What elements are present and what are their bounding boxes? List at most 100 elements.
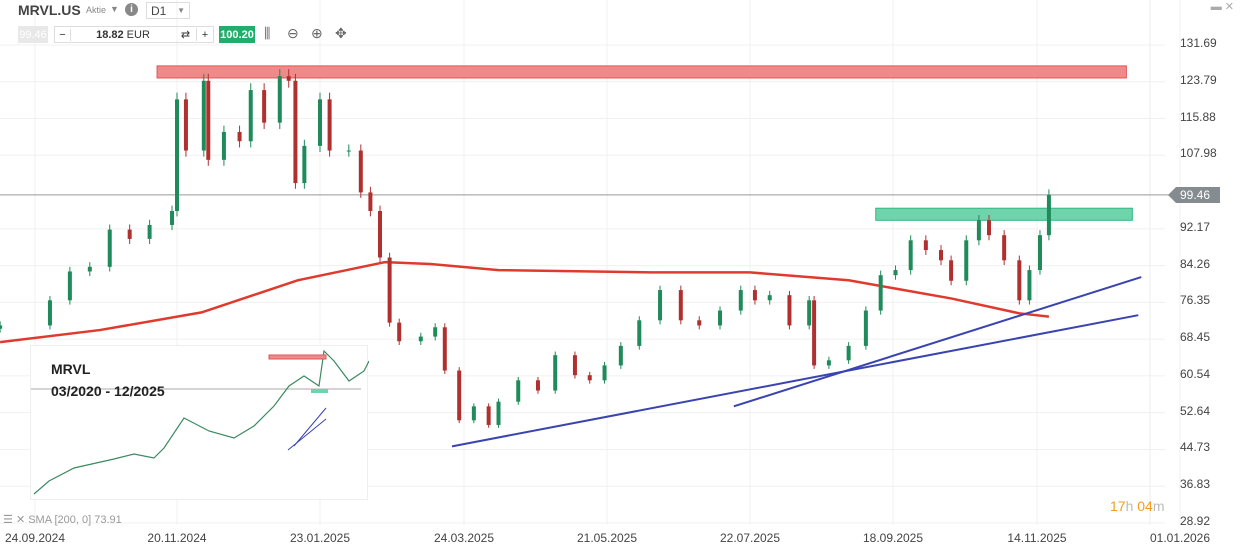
candle [237, 125, 242, 148]
candle-body [387, 257, 392, 323]
quantity-value: 18.82 [96, 28, 124, 41]
candle-body [846, 345, 851, 361]
x-tick-label: 14.11.2025 [1007, 531, 1067, 545]
remove-indicator-icon[interactable]: ✕ [15, 514, 26, 526]
countdown-hours-unit: h [1125, 498, 1134, 514]
candle [262, 83, 267, 130]
candle [277, 69, 282, 130]
instrument-type: Aktie [86, 5, 107, 15]
quantity-stepper[interactable]: − 18.82 EUR ⇄ + [54, 26, 214, 43]
minimize-icon[interactable]: ▬ [1210, 0, 1222, 13]
candle [939, 245, 943, 266]
symbol-dropdown-icon[interactable]: ▼ [110, 4, 119, 14]
candle [1037, 230, 1042, 275]
candle-body [863, 310, 868, 346]
x-tick-label: 18.09.2025 [862, 531, 924, 545]
candle [976, 215, 981, 246]
zoom-out-icon[interactable]: ⊖ [287, 25, 299, 41]
x-tick-label: 21.05.2025 [576, 531, 638, 545]
increase-button[interactable]: + [201, 28, 209, 41]
candle [602, 361, 607, 384]
timeframe-select[interactable]: D1 ▼ [146, 2, 190, 19]
candle [678, 285, 683, 325]
candle-body [535, 380, 540, 391]
candle-body [587, 375, 592, 381]
pan-icon[interactable]: ✥ [335, 25, 347, 41]
indicator-legend[interactable]: ☰ ✕ SMA [200, 0] 73.91 [3, 514, 122, 527]
window-controls[interactable]: ▬ ✕ [1210, 0, 1234, 14]
candle-body [1002, 235, 1007, 261]
candle [587, 371, 592, 384]
y-tick-label: 131.69 [1180, 36, 1217, 50]
candle [826, 356, 831, 369]
candle-body [572, 355, 577, 376]
candle [378, 205, 382, 263]
x-tick-label: 01.01.2026 [1149, 531, 1211, 545]
y-tick-label: 92.17 [1180, 219, 1211, 234]
buy-button[interactable]: 100.20 [219, 26, 255, 43]
candle [442, 323, 447, 374]
y-tick-label: 68.45 [1180, 330, 1211, 345]
y-tick-label: 107.98 [1180, 146, 1217, 161]
candle [553, 351, 558, 394]
candle-body [1037, 235, 1042, 271]
candle [718, 306, 723, 330]
countdown-minutes-unit: m [1152, 498, 1165, 514]
candle-body [175, 99, 179, 211]
candle [637, 316, 642, 350]
candle-body [170, 211, 175, 225]
candle-body [738, 290, 743, 311]
candle-body [923, 240, 928, 251]
candle-body [516, 380, 521, 402]
quantity-input[interactable]: 18.82 EUR [71, 29, 175, 41]
indicator-settings-icon[interactable]: ☰ [3, 514, 13, 526]
candle-body [553, 355, 558, 391]
candle-body [127, 229, 132, 239]
info-icon[interactable]: i [125, 3, 138, 16]
zoom-in-icon[interactable]: ⊕ [311, 25, 323, 41]
y-tick-label: 36.83 [1180, 477, 1211, 492]
candle [302, 139, 307, 189]
support-zone [875, 207, 1133, 221]
candle-body [767, 295, 772, 301]
candle-body [939, 250, 943, 261]
candle [949, 255, 954, 286]
candle [107, 224, 112, 272]
trendline [733, 276, 1142, 408]
candle [433, 323, 438, 341]
candle-body [964, 240, 969, 281]
symbol-name[interactable]: MRVL.US [18, 2, 81, 18]
sell-button[interactable]: 99.46 [18, 26, 48, 43]
candle-body [418, 336, 423, 342]
candle [486, 403, 491, 428]
candle-body [378, 211, 382, 258]
candle [457, 367, 462, 424]
inset-range: 03/2020 - 12/2025 [51, 383, 165, 399]
candle [286, 69, 291, 88]
candle-body [183, 99, 188, 151]
candle-body [496, 401, 501, 425]
inset-trendline [287, 418, 327, 451]
decrease-button[interactable]: − [55, 28, 71, 41]
inset-title: MRVL [51, 361, 91, 377]
close-icon[interactable]: ✕ [1224, 1, 1234, 13]
candle-body [302, 145, 307, 184]
candle-body [206, 80, 211, 160]
candle-body [826, 360, 831, 366]
swap-icon[interactable]: ⇄ [175, 28, 197, 41]
chart-type-icon[interactable]: ⫼ [264, 25, 271, 41]
candle [293, 73, 298, 189]
candle [147, 219, 152, 244]
chevron-down-icon: ▼ [177, 6, 185, 15]
candle-body [618, 345, 623, 366]
trendline [451, 314, 1139, 448]
candle [964, 235, 969, 286]
candle [516, 376, 521, 405]
candle-body [107, 229, 112, 267]
candle [908, 235, 913, 275]
candle-body [442, 327, 447, 371]
inset-trendline [293, 407, 327, 447]
candle [807, 296, 812, 330]
candle [496, 398, 501, 428]
x-tick-label: 23.01.2025 [289, 531, 351, 545]
